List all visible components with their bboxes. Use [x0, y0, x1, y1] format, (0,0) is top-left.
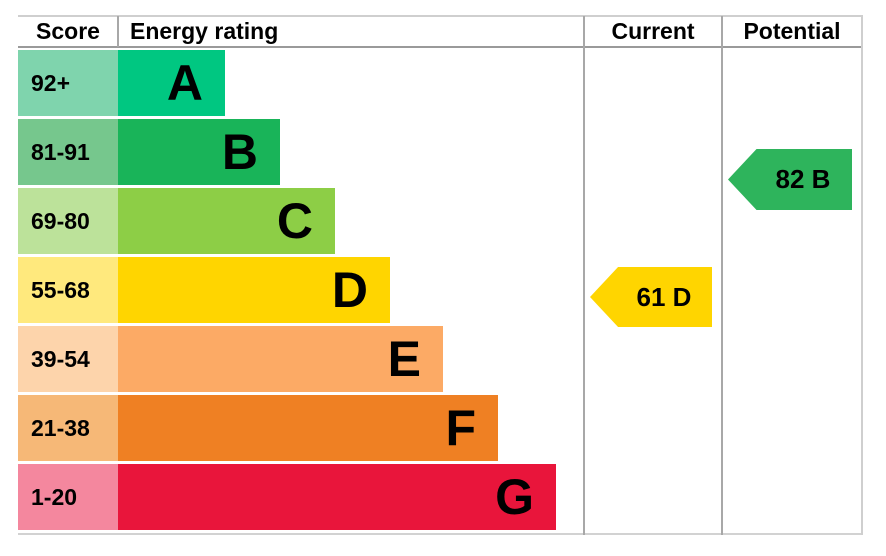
- score-range-cell-c: 69-80: [18, 188, 118, 254]
- rating-letter-a: A: [166, 55, 203, 111]
- score-range-cell-d: 55-68: [18, 257, 118, 323]
- rating-bar-c: C: [118, 188, 335, 254]
- rating-letter-b: B: [221, 124, 258, 180]
- rating-bar-e: E: [118, 326, 443, 392]
- score-range-label-b: 81-91: [31, 138, 90, 165]
- score-range-label-f: 21-38: [31, 414, 90, 441]
- rating-bar-g: G: [118, 464, 556, 530]
- score-range-label-d: 55-68: [31, 276, 90, 303]
- rating-letter-g: G: [495, 469, 534, 525]
- table-right-border: [861, 16, 863, 535]
- energy-rating-column-header: Energy rating: [130, 18, 279, 44]
- current-rating-label: 61 D: [636, 281, 692, 312]
- current-rating-arrow-icon: 61 D: [590, 267, 712, 327]
- rating-letter-d: D: [331, 262, 368, 318]
- rating-bar-a: A: [118, 50, 225, 116]
- rating-letter-f: F: [445, 400, 476, 456]
- score-range-label-g: 1-20: [31, 483, 78, 510]
- potential-column-divider: [721, 16, 723, 535]
- score-range-cell-e: 39-54: [18, 326, 118, 392]
- potential-rating-label: 82 B: [775, 164, 831, 194]
- rating-letter-c: C: [276, 193, 313, 249]
- score-range-label-a: 92+: [31, 69, 71, 96]
- score-range-cell-b: 81-91: [18, 119, 118, 185]
- score-header-divider: [117, 16, 119, 47]
- score-range-cell-f: 21-38: [18, 395, 118, 461]
- rating-bar-d: D: [118, 257, 390, 323]
- rating-bar-f: F: [118, 395, 498, 461]
- rating-bar-b: B: [118, 119, 280, 185]
- rating-letter-e: E: [387, 331, 421, 387]
- table-bottom-border: [18, 533, 863, 535]
- header-underline: [18, 46, 863, 48]
- score-range-cell-g: 1-20: [18, 464, 118, 530]
- score-range-label-c: 69-80: [31, 207, 90, 234]
- current-column-divider: [583, 16, 585, 535]
- score-range-label-e: 39-54: [31, 345, 90, 372]
- current-column-header: Current: [611, 18, 695, 44]
- score-column-header: Score: [36, 18, 100, 44]
- potential-column-header: Potential: [743, 18, 841, 44]
- potential-rating-arrow-icon: 82 B: [728, 149, 852, 210]
- table-top-border: [18, 15, 863, 17]
- score-range-cell-a: 92+: [18, 50, 118, 116]
